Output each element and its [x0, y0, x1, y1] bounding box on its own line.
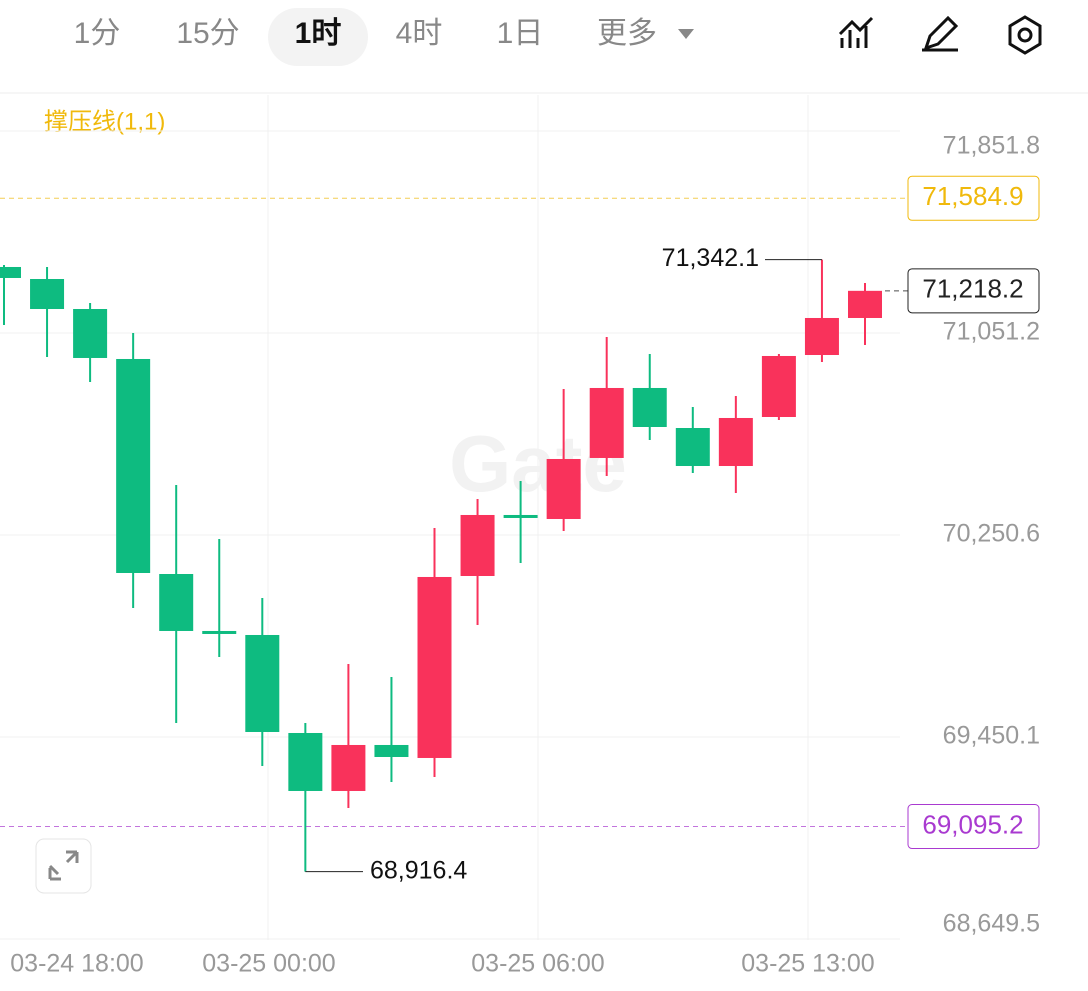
y-tick-label: 69,450.1 — [943, 722, 1040, 750]
expand-icon[interactable] — [48, 850, 79, 881]
x-tick-label: 03-25 13:00 — [741, 950, 874, 978]
y-tick-label: 71,051.2 — [943, 318, 1040, 346]
interval-tab[interactable]: 1分 — [74, 17, 121, 50]
candle-body — [245, 634, 280, 732]
interval-tab[interactable]: 1日 — [497, 17, 544, 50]
candle-body — [546, 458, 581, 519]
price-label: 69,095.2 — [922, 809, 1023, 839]
candle-body — [804, 317, 839, 356]
candle-body — [675, 428, 710, 467]
candle-body — [159, 574, 194, 631]
more-arrow[interactable] — [678, 29, 694, 39]
candle-body — [632, 387, 667, 427]
candle-body — [30, 279, 65, 310]
price-label-box — [907, 175, 1040, 221]
y-tick-label: 71,851.8 — [943, 132, 1040, 160]
candle-body — [202, 630, 237, 634]
candle-body — [761, 355, 796, 418]
candle-body — [288, 732, 323, 791]
interval-tab[interactable]: 15分 — [176, 17, 239, 50]
price-label-box — [907, 268, 1040, 314]
candle-body — [374, 744, 409, 757]
candle-body — [0, 266, 21, 278]
price-label-box — [907, 804, 1040, 850]
active-tab-bg — [268, 8, 368, 66]
x-tick-label: 03-24 18:00 — [10, 950, 143, 978]
y-tick-label: 68,649.5 — [943, 910, 1040, 938]
candle-body — [848, 290, 882, 318]
candle-body — [116, 358, 151, 573]
more-menu[interactable]: 更多 — [597, 17, 657, 50]
candle-body — [718, 417, 753, 467]
v-grid — [267, 95, 809, 940]
candle-body — [503, 514, 538, 518]
interval-tab[interactable]: 4时 — [396, 17, 443, 50]
interval-tab[interactable]: 1时 — [295, 17, 342, 50]
low-label: 68,916.4 — [370, 856, 467, 884]
high-label: 71,342.1 — [662, 244, 759, 272]
expand-button[interactable] — [35, 838, 92, 894]
candle-body — [73, 309, 108, 358]
x-tick-label: 03-25 06:00 — [471, 950, 604, 978]
price-label: 71,218.2 — [922, 274, 1023, 304]
candle-body — [589, 387, 624, 458]
price-label: 71,584.9 — [922, 181, 1023, 211]
toolbar-icons[interactable] — [838, 15, 1042, 55]
x-tick-label: 03-25 00:00 — [202, 950, 335, 978]
y-tick-label: 70,250.6 — [943, 520, 1040, 548]
candle-body — [417, 576, 452, 758]
candle-body — [331, 744, 366, 791]
candle-body — [460, 514, 495, 576]
